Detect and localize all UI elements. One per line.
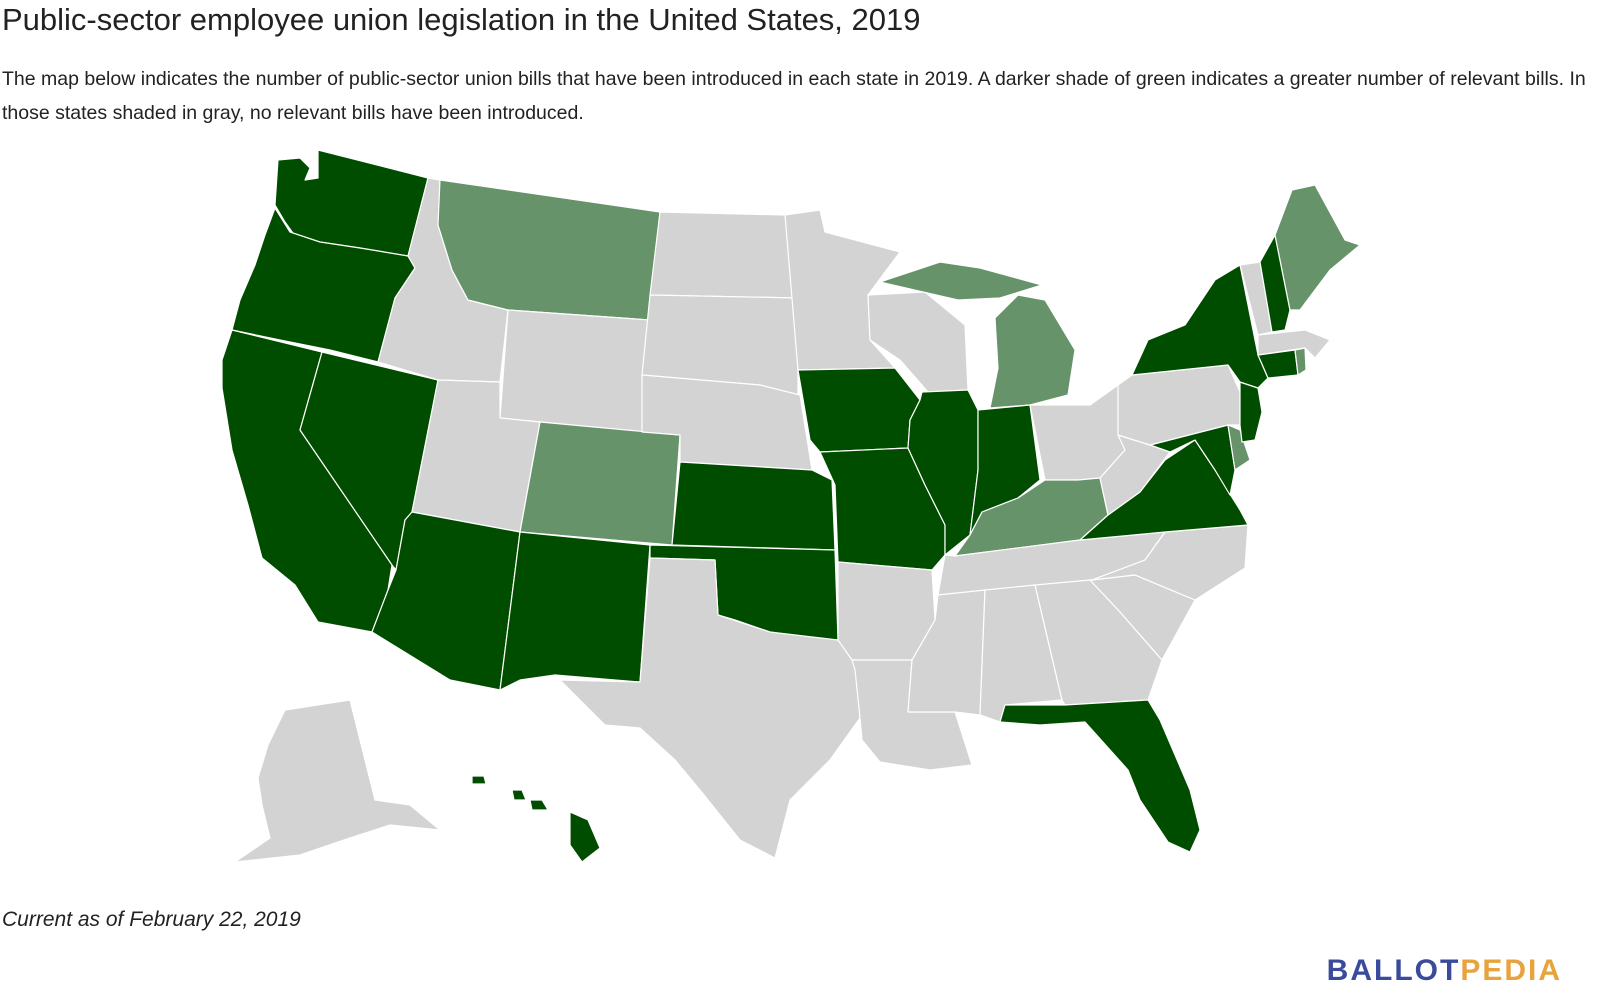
- state-new-hampshire[interactable]: [1259, 234, 1291, 333]
- state-new-mexico[interactable]: [499, 531, 651, 691]
- state-north-carolina[interactable]: [1091, 524, 1249, 601]
- state-texas[interactable]: [559, 557, 861, 859]
- state-kansas[interactable]: [671, 461, 836, 551]
- state-north-dakota[interactable]: [649, 211, 799, 299]
- state-hawaii[interactable]: [471, 775, 601, 863]
- state-michigan[interactable]: [879, 261, 1076, 409]
- state-illinois[interactable]: [907, 389, 979, 556]
- state-montana[interactable]: [437, 179, 661, 321]
- state-new-jersey[interactable]: [1239, 381, 1263, 443]
- logo-part-pedia: PEDIA: [1460, 954, 1562, 987]
- state-maine[interactable]: [1274, 184, 1361, 311]
- map-description: The map below indicates the number of pu…: [2, 68, 1586, 124]
- state-alaska[interactable]: [234, 699, 441, 863]
- state-wyoming[interactable]: [499, 309, 651, 433]
- state-colorado[interactable]: [519, 421, 681, 546]
- state-massachusetts[interactable]: [1257, 329, 1331, 359]
- state-florida[interactable]: [999, 699, 1201, 853]
- footnote-date: Current as of February 22, 2019: [2, 908, 301, 931]
- ballotpedia-logo[interactable]: BALLOTPEDIA: [1327, 954, 1562, 988]
- map-title: Public-sector employee union legislation…: [2, 2, 921, 37]
- us-map: [0, 140, 1600, 880]
- logo-part-ballot: BALLOT: [1326, 954, 1461, 987]
- us-map-svg: [221, 149, 1361, 863]
- state-iowa[interactable]: [797, 367, 921, 453]
- state-delaware[interactable]: [1227, 424, 1251, 471]
